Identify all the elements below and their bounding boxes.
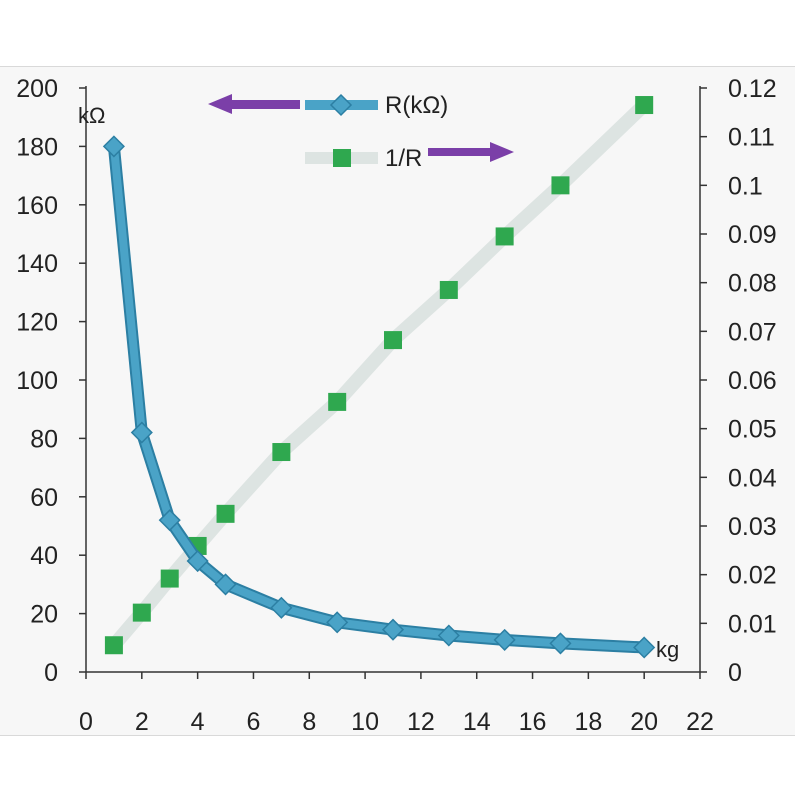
series-inv-r-point xyxy=(328,392,347,411)
x-tick-label: 8 xyxy=(302,708,316,736)
series-r-line xyxy=(109,142,649,652)
y-left-tick-label: 60 xyxy=(30,484,58,512)
y-right-tick-label: 0 xyxy=(728,659,742,687)
y-left-tick-label: 100 xyxy=(16,367,58,395)
y-left-tick-label: 20 xyxy=(30,601,58,629)
series-r-point xyxy=(437,624,460,647)
legend-arrow-left-icon xyxy=(208,94,300,114)
y-right-tick-label: 0.03 xyxy=(728,513,777,541)
legend-r-label: R(kΩ) xyxy=(385,92,448,119)
legend-inv-r-label: 1/R xyxy=(385,145,422,172)
y-left-tick-label: 0 xyxy=(44,659,58,687)
y-right-tick-label: 0.09 xyxy=(728,221,777,249)
y-left-tick-label: 200 xyxy=(16,75,58,103)
series-inv-r-point xyxy=(495,227,514,246)
series-inv-r-point xyxy=(384,331,402,350)
y-right-tick-label: 0.12 xyxy=(728,75,777,103)
series-inv-r-point xyxy=(635,96,654,115)
y-right-tick-label: 0.05 xyxy=(728,416,777,444)
y-right-tick-label: 0.02 xyxy=(728,562,777,590)
series-r-point xyxy=(381,618,405,641)
x-tick-label: 12 xyxy=(407,708,435,736)
series-r-point xyxy=(102,135,125,158)
series-inv-r-point xyxy=(216,504,235,523)
x-tick-label: 14 xyxy=(463,708,491,736)
series-inv-r-point xyxy=(160,569,179,588)
legend-inv-r-marker xyxy=(333,149,351,167)
series-r-point xyxy=(633,636,656,659)
x-tick-label: 18 xyxy=(574,708,602,736)
x-unit-label: kg xyxy=(656,637,679,662)
series-r-point xyxy=(130,421,153,444)
series-r-point xyxy=(493,628,516,651)
y-right-tick-label: 0.08 xyxy=(728,270,777,298)
legend-r-marker xyxy=(329,93,353,117)
y-right-tick-label: 0.04 xyxy=(728,464,777,492)
x-tick-label: 20 xyxy=(630,708,658,736)
y-left-tick-label: 160 xyxy=(16,192,58,220)
y-right-tick-label: 0.01 xyxy=(728,610,777,638)
x-tick-label: 0 xyxy=(79,708,93,736)
series-inv-r-point xyxy=(132,603,151,622)
series-inv-r-point xyxy=(439,280,458,299)
series-r-point xyxy=(186,549,209,573)
y-left-tick-label: 120 xyxy=(16,309,58,337)
series-r-point xyxy=(326,611,349,634)
x-tick-label: 4 xyxy=(191,708,205,736)
x-tick-label: 16 xyxy=(519,708,547,736)
y-left-tick-label: 180 xyxy=(16,133,58,161)
series-inv-r-point xyxy=(272,443,291,462)
series-inv-r-point xyxy=(104,636,123,655)
y-right-tick-label: 0.11 xyxy=(728,124,775,152)
y-left-tick-label: 40 xyxy=(30,542,58,570)
x-tick-label: 2 xyxy=(135,708,149,736)
series-r-outline xyxy=(107,140,651,654)
series-inv-r-point xyxy=(551,176,570,195)
series-r-point xyxy=(549,632,572,655)
legend-arrow-right-icon xyxy=(428,142,514,162)
series-r-point xyxy=(270,596,293,619)
y-left-unit-label: kΩ xyxy=(78,103,105,128)
y-left-tick-label: 80 xyxy=(30,425,58,453)
series-r-point xyxy=(214,573,237,596)
x-tick-label: 22 xyxy=(686,708,714,736)
y-left-tick-label: 140 xyxy=(16,250,58,278)
series-r-point xyxy=(158,509,181,532)
x-tick-label: 10 xyxy=(351,708,379,736)
y-right-tick-label: 0.06 xyxy=(728,367,777,395)
x-tick-label: 6 xyxy=(247,708,261,736)
y-right-tick-label: 0.1 xyxy=(728,172,763,200)
y-right-tick-label: 0.07 xyxy=(728,318,777,346)
